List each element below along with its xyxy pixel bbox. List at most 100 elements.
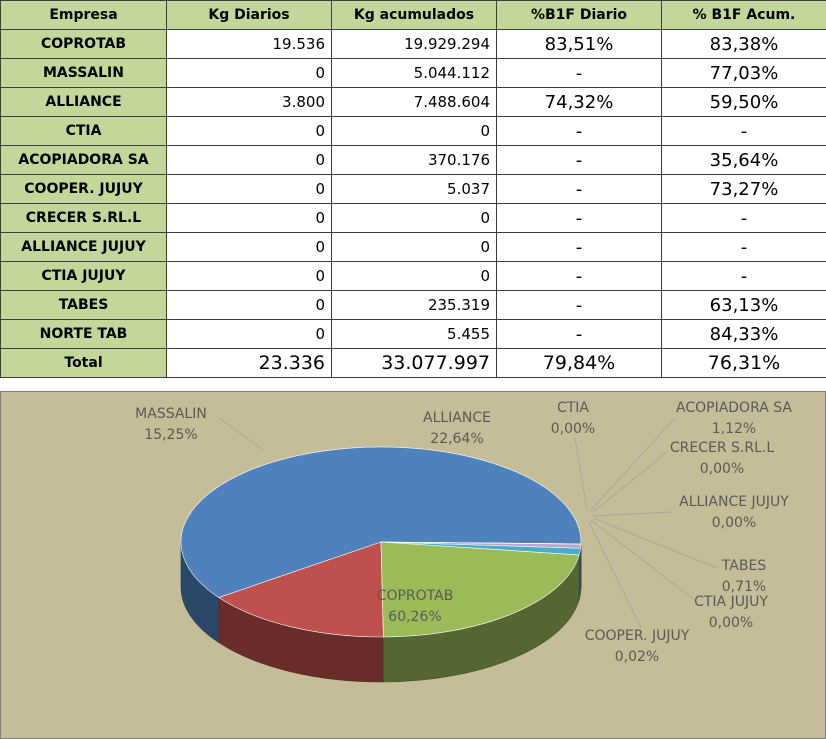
table-row: NORTE TAB 0 5.455-84,33%	[0, 319, 826, 349]
pie-slice-cooper-jujuy	[380, 541, 582, 545]
slice-value-1: 15,25%	[144, 427, 197, 443]
cell-kg-diarios: 0	[166, 116, 332, 146]
cell-b1f-acum: 59,50%	[661, 87, 826, 117]
cell-b1f-diario: -	[496, 261, 662, 291]
cell-kg-acumulados: 5.455	[331, 319, 497, 349]
pie-top	[180, 446, 582, 638]
table-row: ALLIANCE 3.800 7.488.604 74,32% 59,50%	[0, 87, 826, 117]
cell-b1f-acum: 83,38%	[661, 29, 826, 59]
slice-value-2: 22,64%	[430, 431, 483, 447]
table-row: CRECER S.RL.L 0 0- -	[0, 203, 826, 233]
table-row: COOPER. JUJUY 0 5.037-73,27%	[0, 174, 826, 204]
cell-kg-diarios: 0	[166, 319, 332, 349]
cell-b1f-diario: -	[496, 319, 662, 349]
cell-empresa: CTIA JUJUY	[0, 261, 167, 291]
slice-value-8: 0,00%	[709, 615, 753, 631]
table-row: MASSALIN 0 5.044.112-77,03%	[0, 58, 826, 88]
pie-labels: COPROTAB 60,26% MASSALIN 15,25% ALLIANCE 22,6…	[135, 400, 792, 665]
cell-b1f-diario: 79,84%	[496, 348, 662, 378]
cell-kg-diarios: 0	[166, 174, 332, 204]
cell-kg-diarios: 0	[166, 232, 332, 262]
pie-slice-massalin	[218, 541, 384, 638]
cell-kg-acumulados: 0	[331, 203, 497, 233]
header-kg-diarios: Kg Diarios	[166, 0, 332, 30]
table-row: TABES 0 235.319-63,13%	[0, 290, 826, 320]
cell-kg-diarios: 0	[166, 203, 332, 233]
header-b1f-acum: % B1F Acum.	[661, 0, 826, 30]
cell-b1f-acum: -	[661, 261, 826, 291]
cell-b1f-diario: 74,32%	[496, 87, 662, 117]
table-row: COPROTAB 19.536 19.929.294 83,51% 83,38%	[0, 29, 826, 59]
cell-kg-diarios: 3.800	[166, 87, 332, 117]
cell-kg-diarios: 23.336	[166, 348, 332, 378]
cell-b1f-acum: 73,27%	[661, 174, 826, 204]
cell-b1f-acum: 84,33%	[661, 319, 826, 349]
cell-kg-acumulados: 19.929.294	[331, 29, 497, 59]
table-row: ACOPIADORA SA 0 370.176-35,64%	[0, 145, 826, 175]
slice-label-8: CTIA JUJUY	[694, 594, 768, 610]
pie-chart-panel: COPROTAB 60,26% MASSALIN 15,25% ALLIANCE 22,6…	[0, 391, 826, 739]
cell-empresa: CTIA	[0, 116, 167, 146]
slice-label-0: COPROTAB	[377, 588, 454, 604]
cell-kg-diarios: 19.536	[166, 29, 332, 59]
slice-value-9: 0,02%	[615, 649, 659, 665]
table-header-row: Empresa Kg Diarios Kg acumulados %B1F Di…	[0, 0, 826, 30]
slice-label-6: ALLIANCE JUJUY	[679, 494, 789, 510]
leader-line-4	[590, 417, 676, 511]
table-row: ALLIANCE JUJUY 0 0- -	[0, 232, 826, 262]
leader-line-7	[592, 517, 718, 569]
table-row: CTIA 0 0- -	[0, 116, 826, 146]
cell-empresa: NORTE TAB	[0, 319, 167, 349]
cell-b1f-acum: 77,03%	[661, 58, 826, 88]
leader-line-9	[588, 521, 642, 629]
cell-empresa: MASSALIN	[0, 58, 167, 88]
production-table: Empresa Kg Diarios Kg acumulados %B1F Di…	[0, 0, 826, 378]
cell-kg-diarios: 0	[166, 58, 332, 88]
cell-kg-acumulados: 0	[331, 261, 497, 291]
cell-b1f-acum: -	[661, 203, 826, 233]
cell-kg-acumulados: 0	[331, 116, 497, 146]
cell-kg-diarios: 0	[166, 290, 332, 320]
table-row: CTIA JUJUY 0 0- -	[0, 261, 826, 291]
cell-kg-acumulados: 5.044.112	[331, 58, 497, 88]
cell-kg-acumulados: 5.037	[331, 174, 497, 204]
slice-value-7: 0,71%	[722, 579, 766, 595]
cell-b1f-acum: 76,31%	[661, 348, 826, 378]
slice-value-5: 0,00%	[700, 461, 744, 477]
cell-empresa: Total	[0, 348, 167, 378]
cell-kg-acumulados: 235.319	[331, 290, 497, 320]
cell-empresa: CRECER S.RL.L	[0, 203, 167, 233]
cell-empresa: ALLIANCE JUJUY	[0, 232, 167, 262]
cell-b1f-acum: 35,64%	[661, 145, 826, 175]
cell-kg-diarios: 0	[166, 261, 332, 291]
pie-sides	[180, 541, 582, 683]
header-kg-acumulados: Kg acumulados	[331, 0, 497, 30]
pie-slice-alliance	[380, 541, 580, 638]
cell-b1f-acum: -	[661, 116, 826, 146]
slice-value-0: 60,26%	[388, 609, 441, 625]
slice-label-5: CRECER S.RL.L	[670, 440, 774, 456]
slice-label-7: TABES	[721, 558, 766, 574]
cell-b1f-diario: -	[496, 58, 662, 88]
leader-line-1	[218, 417, 264, 451]
cell-kg-acumulados: 33.077.997	[331, 348, 497, 378]
leader-line-3	[574, 437, 588, 511]
slice-label-9: COOPER. JUJUY	[585, 628, 690, 644]
cell-b1f-diario: -	[496, 203, 662, 233]
header-b1f-diario: %B1F Diario	[496, 0, 662, 30]
cell-empresa: ACOPIADORA SA	[0, 145, 167, 175]
cell-b1f-diario: -	[496, 174, 662, 204]
cell-empresa: TABES	[0, 290, 167, 320]
cell-empresa: COOPER. JUJUY	[0, 174, 167, 204]
slice-value-4: 1,12%	[712, 421, 756, 437]
cell-kg-acumulados: 7.488.604	[331, 87, 497, 117]
cell-b1f-diario: -	[496, 145, 662, 175]
slice-label-3: CTIA	[557, 400, 589, 416]
cell-kg-acumulados: 0	[331, 232, 497, 262]
cell-b1f-diario: -	[496, 290, 662, 320]
cell-b1f-diario: 83,51%	[496, 29, 662, 59]
slice-label-1: MASSALIN	[135, 406, 207, 422]
table-total-row: Total 23.336 33.077.997 79,84% 76,31%	[0, 348, 826, 378]
leader-line-6	[592, 511, 672, 517]
pie-chart: COPROTAB 60,26% MASSALIN 15,25% ALLIANCE 22,6…	[135, 400, 792, 683]
